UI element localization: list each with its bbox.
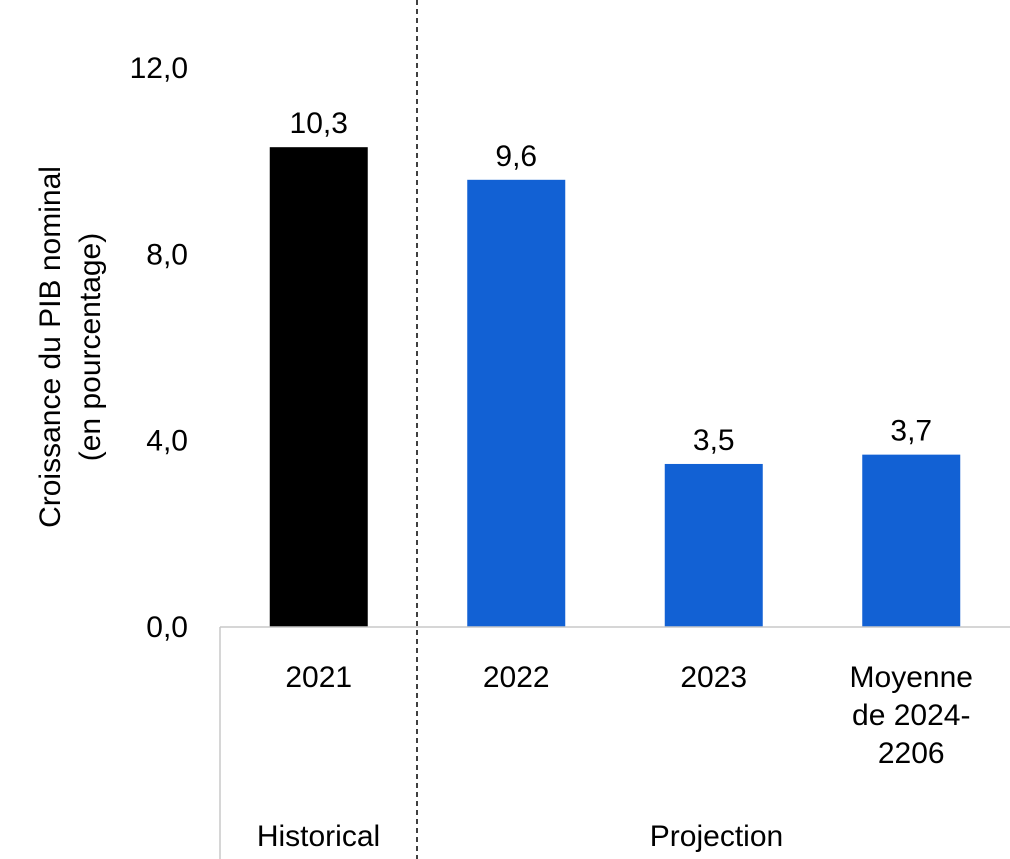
bar-0 <box>269 147 368 628</box>
data-label: 3,7 <box>890 415 932 448</box>
y-axis-title-line-2: (en pourcentage) <box>74 233 107 462</box>
group-label-projection: Projection <box>650 820 783 853</box>
bar-1 <box>467 179 566 628</box>
data-label: 9,6 <box>495 140 537 173</box>
bar-2 <box>664 463 763 627</box>
y-tick-label: 0,0 <box>146 611 188 644</box>
y-tick-label: 8,0 <box>146 238 188 271</box>
category-axis <box>219 0 1010 859</box>
y-tick-label: 4,0 <box>146 425 188 458</box>
group-label-historical: Historical <box>257 820 380 853</box>
group-labels: Historical Projection <box>257 820 783 853</box>
x-tick-label: 2023 <box>680 661 747 694</box>
y-tick-label: 12,0 <box>130 52 188 85</box>
x-tick-label: 2022 <box>483 661 550 694</box>
value-labels: 10,3 9,6 3,5 3,7 <box>290 107 933 457</box>
y-axis-title-line-1: Croissance du PIB nominal <box>34 166 67 528</box>
bars <box>269 147 961 628</box>
data-label: 3,5 <box>693 424 735 457</box>
data-label: 10,3 <box>290 107 348 140</box>
bar-3 <box>862 454 961 627</box>
y-axis-title: Croissance du PIB nominal (en pourcentage… <box>34 166 107 528</box>
y-axis-ticks: 0,0 4,0 8,0 12,0 <box>130 52 188 644</box>
category-labels: 2021 2022 2023 Moyenne de 2024-2206 <box>285 661 973 770</box>
x-tick-label: Moyenne de 2024-2206 <box>850 661 973 770</box>
x-tick-label: 2021 <box>285 661 352 694</box>
